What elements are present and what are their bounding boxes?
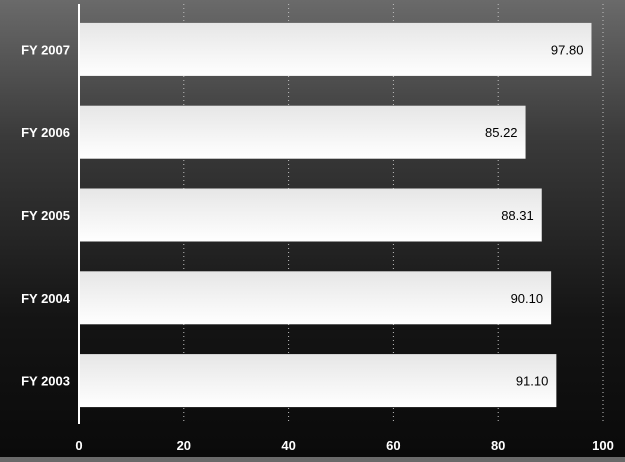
value-label-1: 85.22 (485, 125, 518, 140)
value-label-0: 97.80 (551, 42, 584, 57)
value-label-3: 90.10 (511, 291, 544, 306)
x-tick-label-4: 80 (491, 438, 505, 453)
category-label-3: FY 2004 (21, 291, 71, 306)
x-tick-label-1: 20 (177, 438, 191, 453)
category-label-0: FY 2007 (21, 42, 70, 57)
bar-1 (79, 105, 526, 159)
bar-4 (79, 354, 557, 408)
category-label-1: FY 2006 (21, 125, 70, 140)
x-tick-label-5: 100 (592, 438, 614, 453)
bar-0 (79, 22, 592, 76)
x-tick-label-0: 0 (75, 438, 82, 453)
x-tick-label-3: 60 (386, 438, 400, 453)
bar-2 (79, 188, 542, 242)
value-label-4: 91.10 (516, 374, 549, 389)
category-label-2: FY 2005 (21, 208, 70, 223)
x-tick-label-2: 40 (281, 438, 295, 453)
bar-3 (79, 271, 552, 325)
category-label-4: FY 2003 (21, 374, 70, 389)
value-label-2: 88.31 (501, 208, 534, 223)
